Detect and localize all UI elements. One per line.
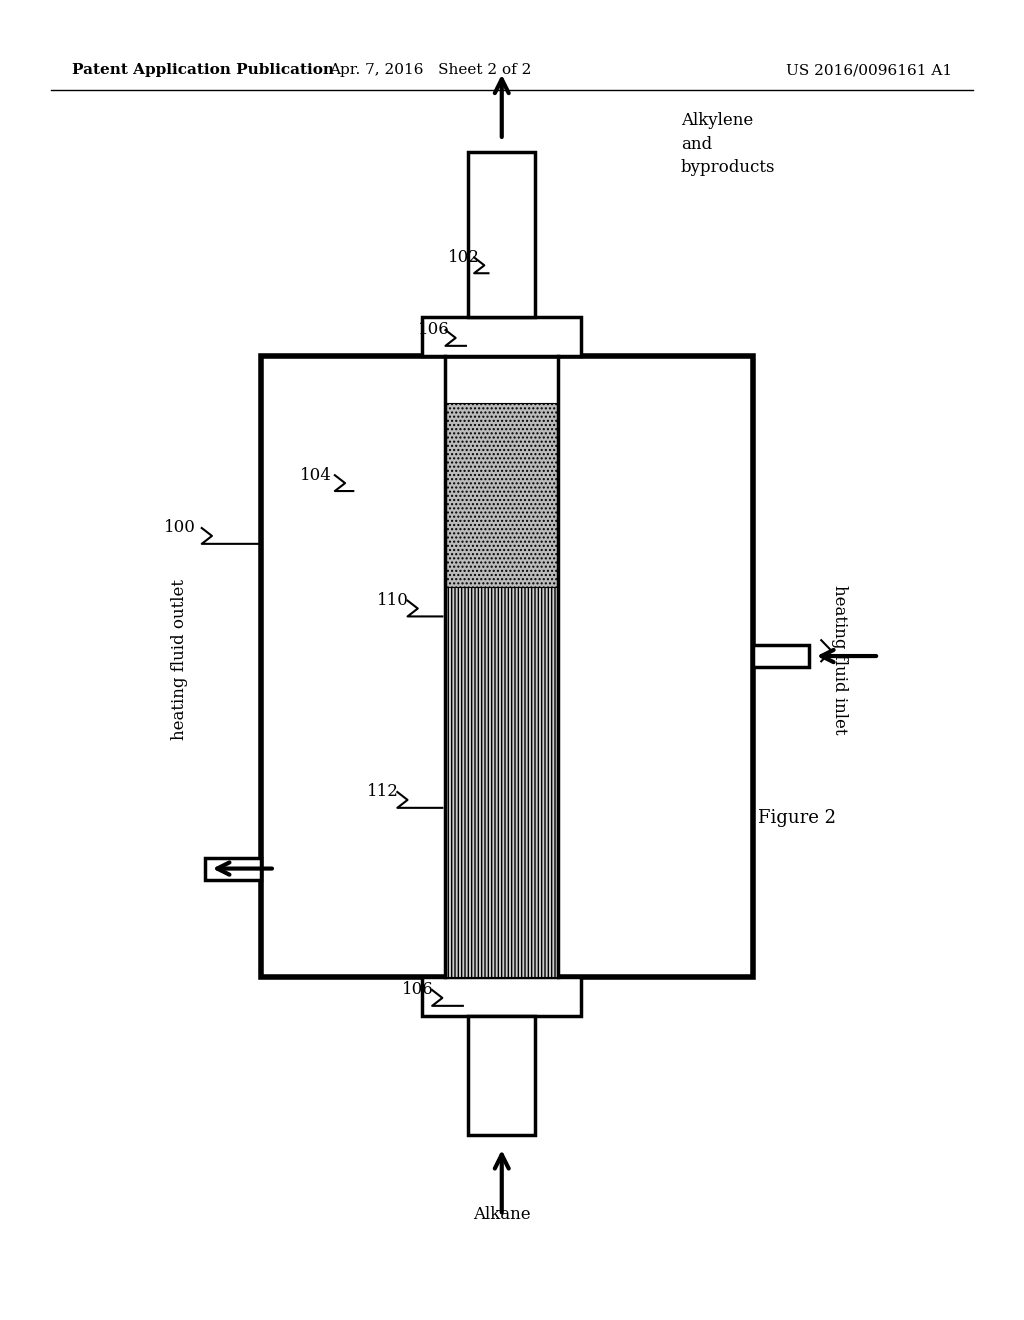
Bar xyxy=(445,403,558,587)
Text: 112: 112 xyxy=(367,784,398,800)
Text: 110: 110 xyxy=(377,593,409,609)
Bar xyxy=(422,317,582,356)
Text: Alkylene
and
byproducts: Alkylene and byproducts xyxy=(681,112,775,176)
Bar xyxy=(469,152,535,317)
Bar xyxy=(261,356,753,977)
Text: heating fluid outlet: heating fluid outlet xyxy=(171,579,187,741)
Text: heating fluid inlet: heating fluid inlet xyxy=(831,585,848,735)
Text: Patent Application Publication: Patent Application Publication xyxy=(72,63,334,77)
Text: Figure 2: Figure 2 xyxy=(758,809,836,828)
Bar xyxy=(469,1016,535,1135)
Text: Apr. 7, 2016   Sheet 2 of 2: Apr. 7, 2016 Sheet 2 of 2 xyxy=(329,63,531,77)
Text: 104: 104 xyxy=(300,467,332,483)
Text: 106: 106 xyxy=(402,982,434,998)
Text: US 2016/0096161 A1: US 2016/0096161 A1 xyxy=(786,63,952,77)
Bar xyxy=(445,587,558,977)
Bar xyxy=(753,645,809,667)
Text: 102: 102 xyxy=(447,249,479,265)
Bar xyxy=(205,858,261,879)
Bar xyxy=(422,977,582,1016)
Text: 106: 106 xyxy=(418,322,450,338)
Text: Alkane: Alkane xyxy=(473,1206,530,1222)
Text: 100: 100 xyxy=(164,520,196,536)
